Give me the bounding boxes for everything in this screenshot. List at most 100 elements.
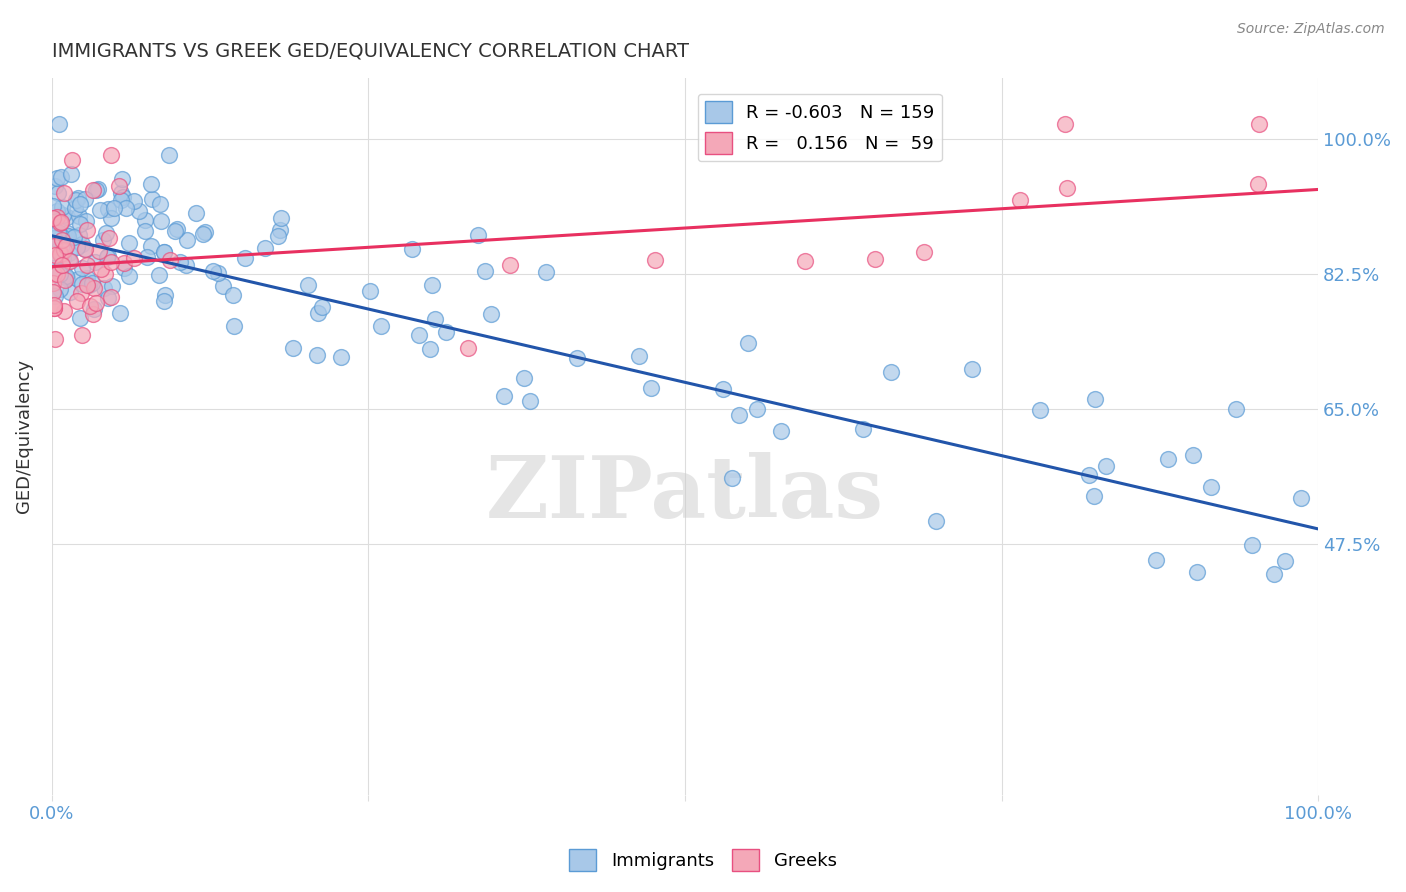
Point <box>84 295 107 310</box>
Point <box>58 253 80 268</box>
Point <box>408 327 430 342</box>
Point <box>97 291 120 305</box>
Point <box>169 254 191 268</box>
Point <box>53 186 76 200</box>
Point <box>44 231 66 245</box>
Point <box>46 225 69 239</box>
Point <box>70 286 93 301</box>
Point <box>67 227 90 242</box>
Point <box>58 246 80 260</box>
Point <box>69 311 91 326</box>
Point <box>51 215 73 229</box>
Point <box>115 201 138 215</box>
Point <box>52 243 75 257</box>
Point <box>52 251 75 265</box>
Point <box>89 202 111 217</box>
Point <box>770 425 793 439</box>
Point <box>139 177 162 191</box>
Point <box>221 288 243 302</box>
Point <box>66 272 89 286</box>
Point <box>70 261 93 276</box>
Point <box>640 381 662 395</box>
Point <box>880 365 903 379</box>
Point <box>1095 459 1118 474</box>
Point <box>202 263 225 277</box>
Point <box>42 276 65 290</box>
Point <box>49 216 72 230</box>
Point <box>48 117 70 131</box>
Point <box>100 148 122 162</box>
Point <box>152 244 174 259</box>
Point <box>87 244 110 259</box>
Point <box>58 228 80 243</box>
Point <box>82 307 104 321</box>
Point <box>46 211 69 225</box>
Point <box>60 153 83 167</box>
Point <box>67 209 90 223</box>
Point <box>307 348 329 362</box>
Point <box>97 249 120 263</box>
Point <box>207 266 229 280</box>
Point <box>42 199 65 213</box>
Point <box>70 328 93 343</box>
Point <box>42 267 65 281</box>
Point <box>44 332 66 346</box>
Point <box>1010 193 1032 207</box>
Point <box>51 247 73 261</box>
Point <box>75 214 97 228</box>
Point <box>176 233 198 247</box>
Point <box>96 250 118 264</box>
Point <box>1029 403 1052 417</box>
Point <box>512 370 534 384</box>
Point <box>135 251 157 265</box>
Point <box>111 190 134 204</box>
Point <box>401 242 423 256</box>
Point <box>101 279 124 293</box>
Point <box>83 255 105 269</box>
Point <box>55 238 77 252</box>
Point <box>492 388 515 402</box>
Point <box>53 228 76 243</box>
Point <box>46 264 69 278</box>
Point <box>96 202 118 216</box>
Point <box>60 167 83 181</box>
Point <box>45 251 67 265</box>
Point <box>737 336 759 351</box>
Point <box>76 223 98 237</box>
Point <box>141 192 163 206</box>
Point <box>148 268 170 282</box>
Point <box>1263 566 1285 581</box>
Point <box>75 243 97 257</box>
Point <box>212 278 235 293</box>
Point <box>721 471 744 485</box>
Point <box>159 253 181 268</box>
Point <box>112 256 135 270</box>
Point <box>100 290 122 304</box>
Point <box>329 350 352 364</box>
Point <box>235 251 257 265</box>
Point <box>794 254 817 268</box>
Point <box>184 206 207 220</box>
Point <box>42 228 65 243</box>
Point <box>419 343 441 357</box>
Point <box>112 260 135 275</box>
Point <box>134 213 156 227</box>
Point <box>108 305 131 319</box>
Point <box>75 242 97 256</box>
Point <box>76 277 98 292</box>
Point <box>51 169 73 184</box>
Point <box>45 171 67 186</box>
Point <box>499 258 522 272</box>
Point <box>139 239 162 253</box>
Point <box>103 202 125 216</box>
Point <box>53 273 76 287</box>
Point <box>1199 480 1222 494</box>
Point <box>76 271 98 285</box>
Point <box>1157 452 1180 467</box>
Point <box>747 402 769 417</box>
Point <box>1247 177 1270 191</box>
Point <box>149 197 172 211</box>
Point <box>852 422 875 436</box>
Point <box>80 276 103 290</box>
Point <box>269 223 291 237</box>
